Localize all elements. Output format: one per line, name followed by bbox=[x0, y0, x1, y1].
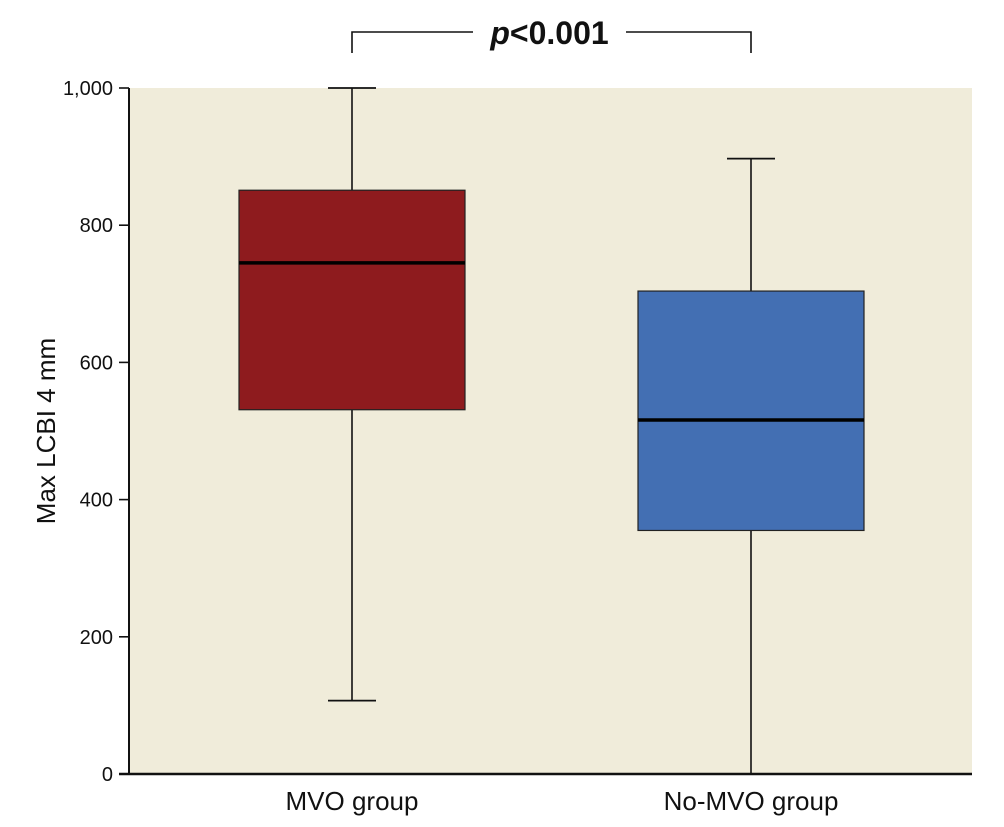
iqr-box bbox=[238, 189, 466, 411]
y-tick-label: 800 bbox=[80, 215, 113, 237]
axes-layer: 0 200 400 600 800 1,000 bbox=[63, 78, 972, 786]
significance-bracket: p<0.001 bbox=[351, 15, 752, 53]
bracket-right bbox=[626, 31, 752, 53]
y-axis-title: Max LCBI 4 mm bbox=[31, 338, 61, 524]
box-1: MVO group bbox=[238, 87, 466, 816]
bracket-left bbox=[351, 31, 473, 53]
box-group-layer: MVO group No-MVO group bbox=[238, 87, 865, 816]
p-threshold: <0.001 bbox=[510, 15, 609, 51]
y-tick-label: 1,000 bbox=[63, 78, 113, 100]
y-tick-label: 600 bbox=[80, 352, 113, 374]
category-label: MVO group bbox=[286, 786, 419, 816]
y-tick-label: 200 bbox=[80, 627, 113, 649]
y-tick-label: 0 bbox=[102, 764, 113, 786]
p-value-label: p<0.001 bbox=[489, 15, 608, 51]
category-label: No-MVO group bbox=[664, 786, 839, 816]
box-2: No-MVO group bbox=[637, 157, 865, 816]
y-tick-label: 400 bbox=[80, 490, 113, 512]
iqr-box bbox=[637, 290, 865, 532]
p-symbol: p bbox=[489, 15, 510, 51]
